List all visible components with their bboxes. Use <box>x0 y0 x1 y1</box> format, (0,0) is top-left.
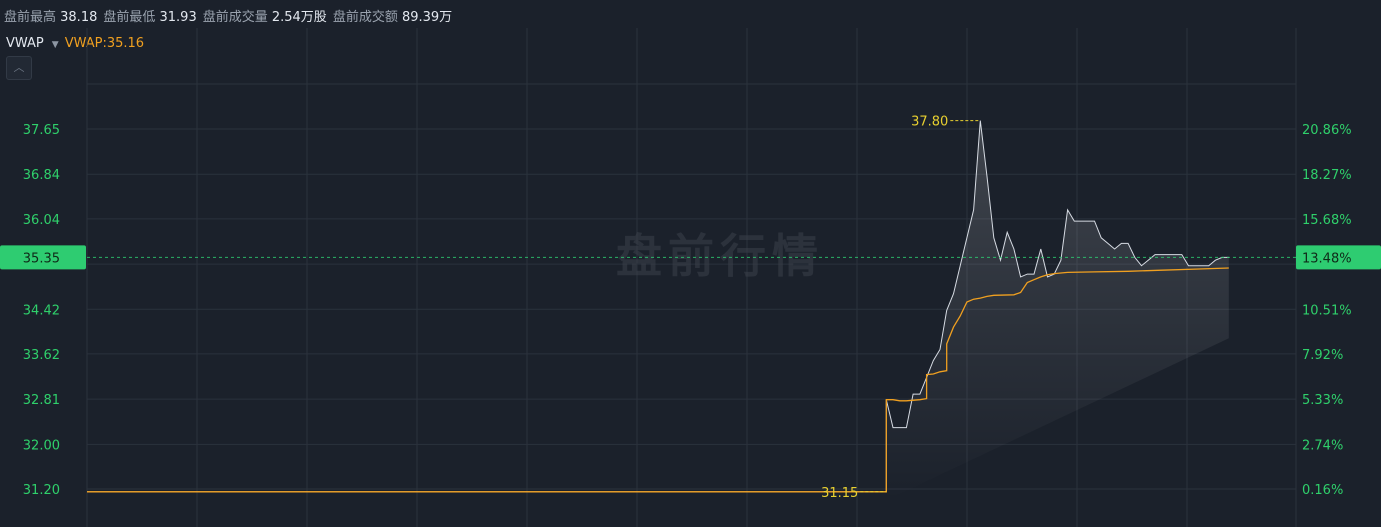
y-tick-label-right: 0.16% <box>1302 483 1343 498</box>
chart-watermark: 盘前行情 <box>616 229 824 283</box>
summary-value: 2.54万股 <box>271 10 327 25</box>
y-tick-label-right: 18.27% <box>1302 168 1352 183</box>
summary-label: 盘前成交量 <box>202 10 272 25</box>
current-price-badge: 35.35 <box>0 245 86 270</box>
y-tick-label-left: 32.00 <box>23 438 60 453</box>
summary-value: 31.93 <box>159 10 197 25</box>
summary-label: 盘前成交额 <box>332 10 402 25</box>
price-area <box>886 120 1229 501</box>
y-tick-label-right: 7.92% <box>1302 348 1343 363</box>
y-tick-label-left: 33.62 <box>23 348 60 363</box>
indicator-dropdown-icon[interactable]: ▼ <box>51 40 59 50</box>
y-tick-label-left: 34.42 <box>23 303 60 318</box>
summary-label: 盘前最低 <box>103 10 160 25</box>
current-price-text: 35.35 <box>23 251 60 266</box>
y-tick-label-left: 37.65 <box>23 123 60 138</box>
y-tick-label-right: 10.51% <box>1302 303 1352 318</box>
max-price-label: 37.80 <box>911 115 948 130</box>
min-price-label: 31.15 <box>821 486 858 501</box>
y-tick-label-right: 2.74% <box>1302 438 1343 453</box>
badge-bg <box>0 245 86 270</box>
collapse-indicator-button[interactable]: ︿ <box>6 56 32 80</box>
summary-value: 38.18 <box>60 10 98 25</box>
vwap-line <box>87 267 1229 493</box>
y-tick-label-left: 36.04 <box>23 213 60 228</box>
y-tick-label-right: 5.33% <box>1302 393 1343 408</box>
y-tick-label-left: 36.84 <box>23 168 60 183</box>
premarket-summary: 盘前最高 38.18 盘前最低 31.93 盘前成交量 2.54万股 盘前成交额 89… <box>4 6 458 25</box>
y-tick-label-left: 31.20 <box>23 483 60 498</box>
indicator-legend: VWAP ▼ VWAP:35.16 <box>6 36 144 51</box>
summary-label: 盘前最高 <box>4 10 61 25</box>
vwap-value: VWAP:35.16 <box>64 36 145 51</box>
chevron-up-icon: ︿ <box>13 61 25 74</box>
y-tick-label-right: 15.68% <box>1302 213 1352 228</box>
current-pct-badge: 13.48% <box>1296 245 1381 270</box>
price-line <box>87 120 1229 493</box>
summary-value: 89.39万 <box>401 10 453 25</box>
current-pct-text: 13.48% <box>1302 251 1352 266</box>
y-tick-label-left: 32.81 <box>23 393 60 408</box>
badge-bg <box>1296 245 1381 270</box>
indicator-name[interactable]: VWAP <box>6 36 44 51</box>
y-tick-label-right: 20.86% <box>1302 123 1352 138</box>
